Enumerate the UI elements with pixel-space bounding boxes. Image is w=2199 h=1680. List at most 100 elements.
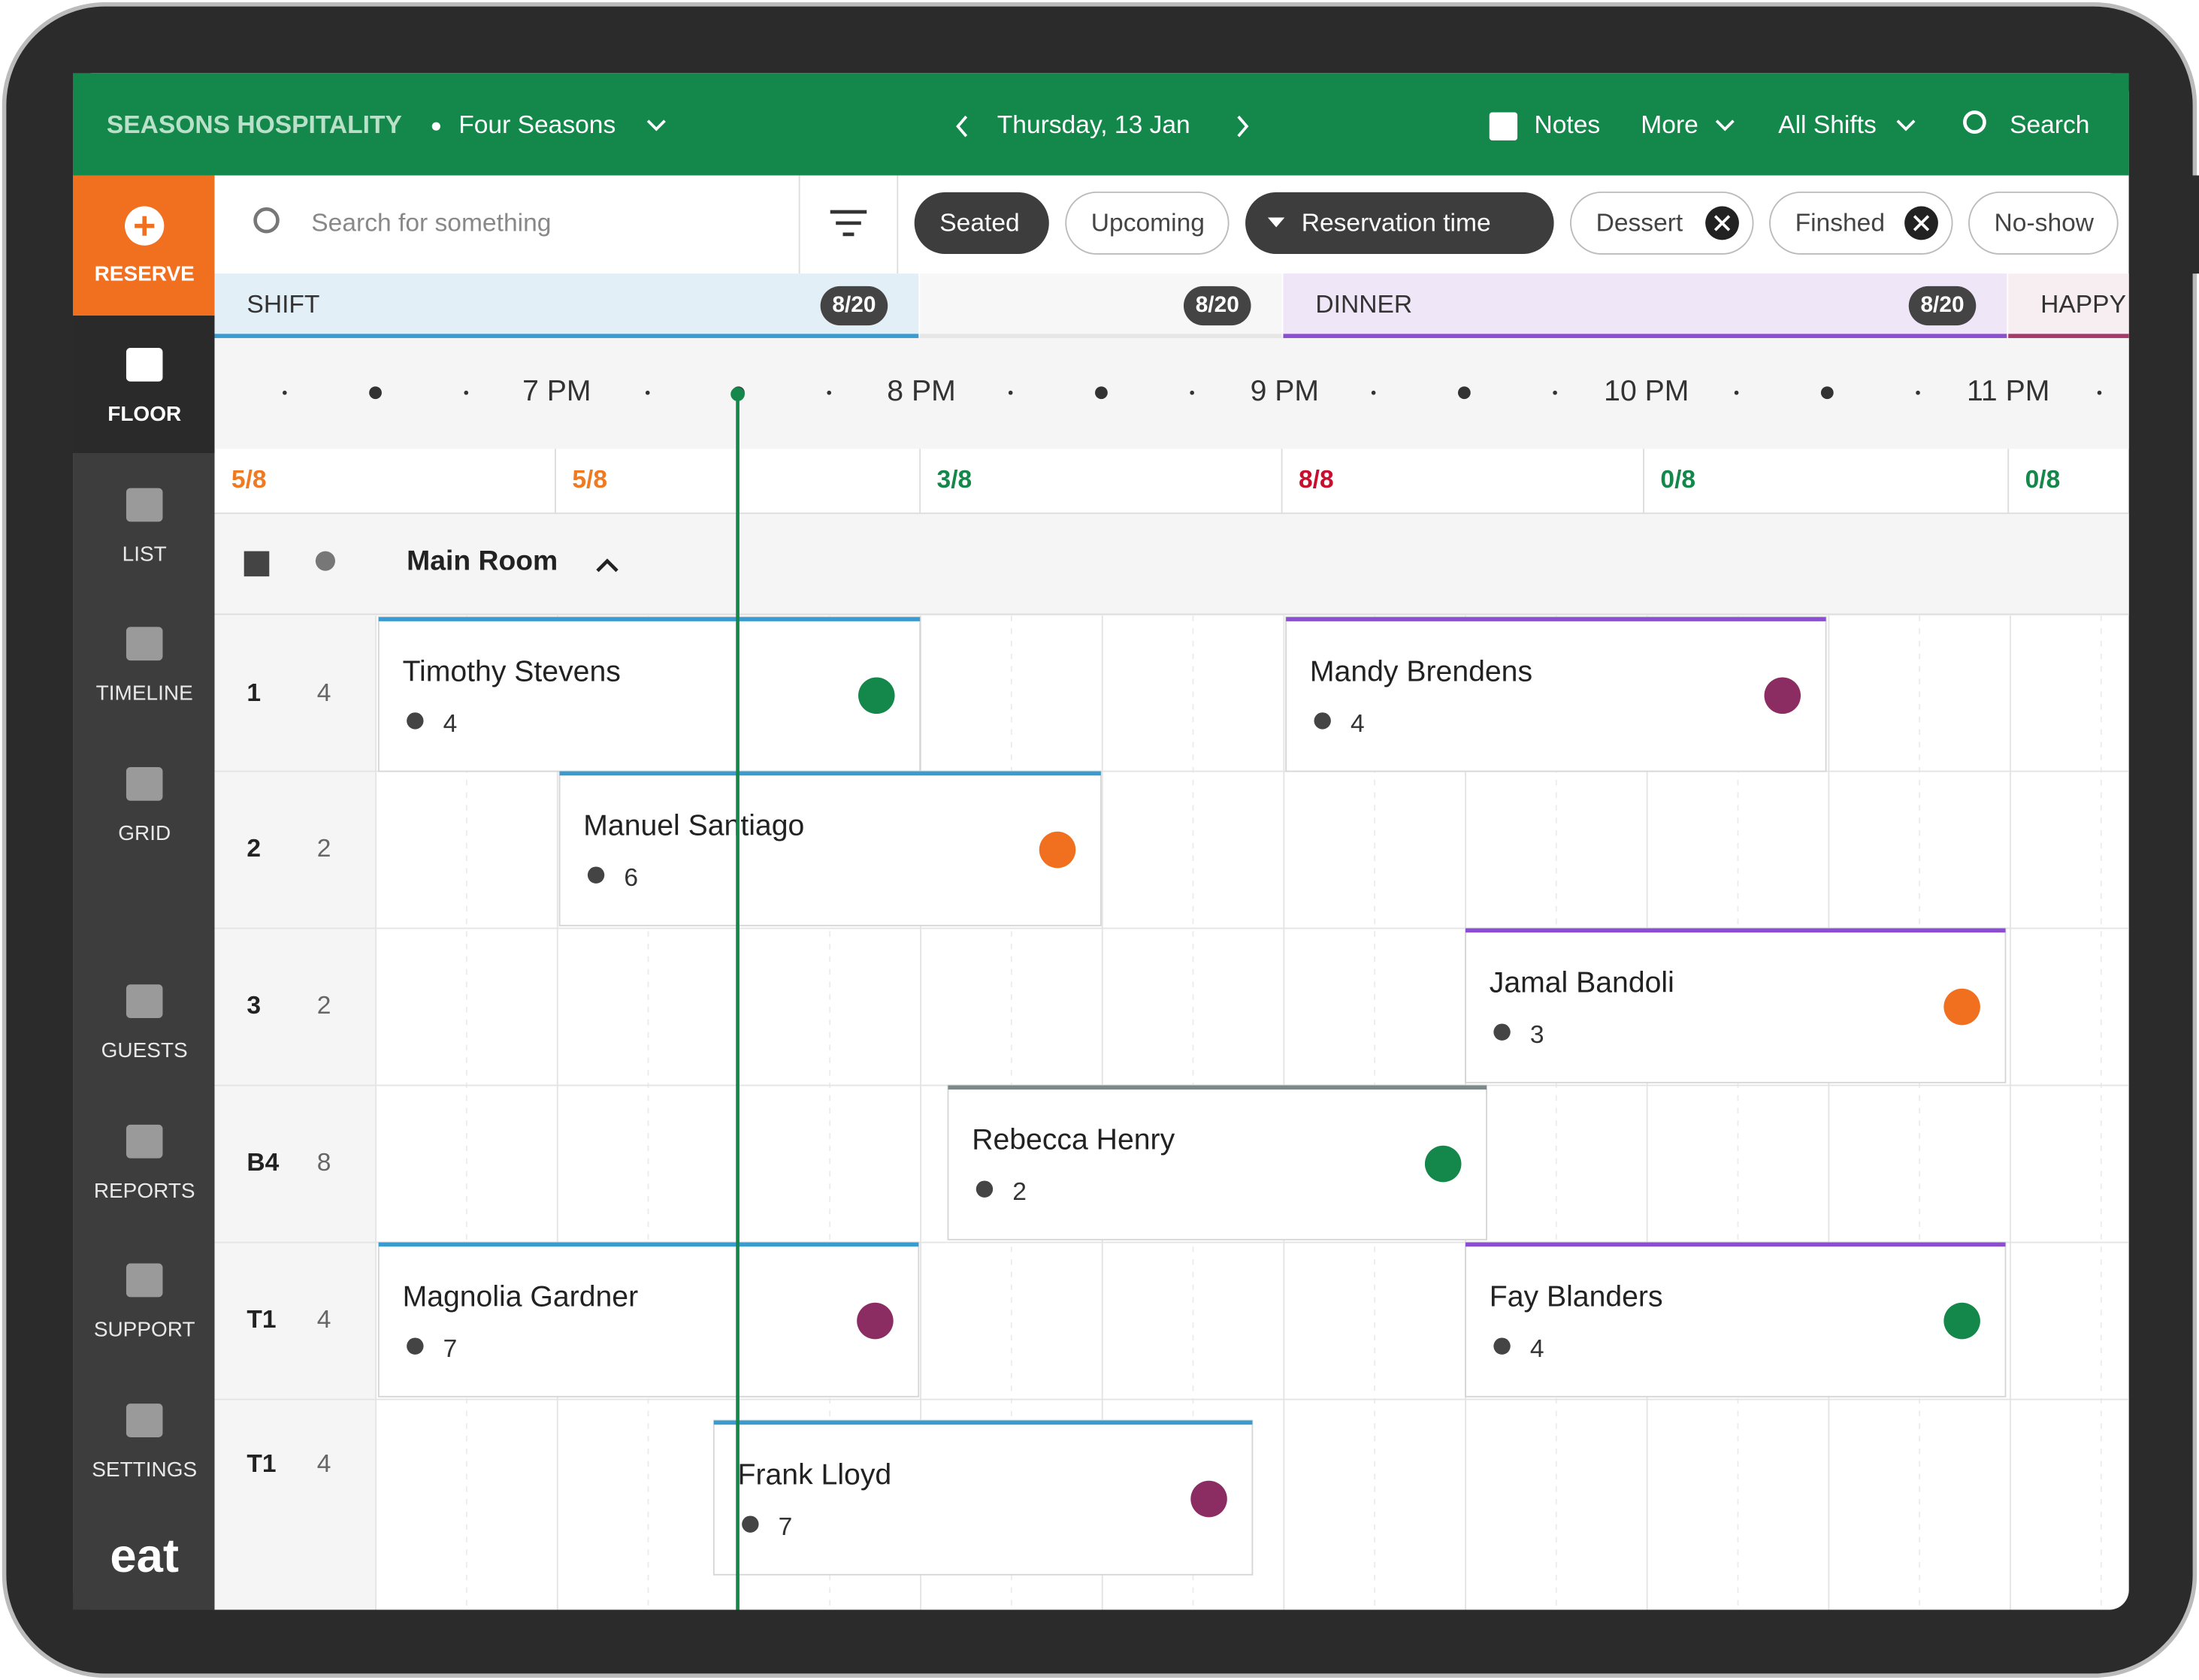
grid-icon (243, 551, 270, 577)
count-badge (1908, 286, 1977, 326)
nav-item[interactable]: GUESTS (101, 1038, 188, 1062)
reservation-card[interactable] (1465, 1241, 2007, 1397)
reservation-card[interactable] (947, 1084, 1487, 1240)
plus (135, 216, 155, 236)
reservation-card[interactable] (558, 770, 1102, 926)
shift-count: 8/20 (1920, 292, 1964, 317)
fade (2128, 175, 2199, 274)
reservation-accent (378, 1242, 919, 1247)
header-action[interactable]: More (1641, 111, 1698, 139)
shift-border (214, 334, 919, 338)
reservation-accent (1465, 1242, 2006, 1247)
time-dot (645, 390, 650, 395)
status-icon (1943, 1302, 1980, 1340)
guest-name: Magnolia Gardner (403, 1281, 639, 1313)
capacity: 0/8 (1660, 466, 1695, 494)
filter-chip[interactable] (1769, 191, 1953, 255)
time-dot (283, 390, 287, 395)
reserve-label[interactable]: RESERVE (95, 261, 195, 285)
capacity: 0/8 (2025, 466, 2061, 494)
capacity: 5/8 (572, 466, 607, 494)
filter-label: Reservation time (1302, 210, 1491, 237)
party-icon (407, 712, 424, 730)
nav-item[interactable]: REPORTS (94, 1179, 195, 1202)
filter-chip[interactable] (914, 192, 1049, 254)
header-action[interactable]: Notes (1534, 111, 1600, 139)
party-icon (1314, 712, 1331, 730)
status-icon (1424, 1145, 1462, 1183)
capacity: 3/8 (937, 466, 972, 494)
reservation-card[interactable] (1285, 616, 1827, 772)
guests-icon (315, 551, 335, 571)
nav-item[interactable]: GRID (118, 821, 171, 845)
time-label: 10 PM (1604, 375, 1689, 407)
nav-item[interactable]: LIST (123, 542, 167, 566)
guest-name: Mandy Brendens (1310, 655, 1532, 687)
party-size: 7 (779, 1513, 793, 1541)
x (1714, 215, 1731, 231)
collapse[interactable] (596, 558, 619, 573)
nav-item[interactable]: FLOOR (107, 402, 181, 425)
status-icon (1943, 988, 1980, 1026)
nav-icon (126, 1404, 163, 1437)
time-dot (1553, 390, 1557, 395)
table-name: 3 (247, 992, 261, 1020)
now-dot (730, 387, 745, 401)
nav-icon (126, 627, 163, 661)
shift-band (2008, 273, 2129, 337)
nav-item[interactable]: SETTINGS (92, 1458, 197, 1481)
count-badge (820, 286, 888, 326)
guest-name: Timothy Stevens (403, 655, 621, 687)
time-dot (1457, 386, 1471, 400)
shift-name: HAPPY (2040, 291, 2126, 319)
shift-band (214, 273, 919, 337)
filter-icon (830, 210, 867, 237)
nav-icon (126, 1263, 163, 1298)
table-name: 1 (247, 679, 261, 707)
table-name: T1 (247, 1450, 276, 1478)
time-label: 9 PM (1251, 375, 1319, 407)
time-dot (369, 386, 382, 400)
table-seats: 4 (317, 679, 331, 707)
shift-count: 8/20 (1196, 292, 1239, 317)
room-name: Main Room (407, 544, 558, 576)
shift-border (2008, 334, 2129, 338)
filter-chip[interactable] (1065, 191, 1230, 255)
party-icon (975, 1180, 994, 1198)
reservation-accent (713, 1420, 1253, 1425)
filter-chip[interactable] (1968, 191, 2119, 255)
reservation-card[interactable] (1465, 927, 2007, 1083)
nav-item[interactable]: TIMELINE (96, 681, 193, 704)
time-label: 11 PM (1967, 375, 2049, 407)
next[interactable] (1237, 115, 1249, 137)
header-action[interactable]: All Shifts (1778, 111, 1877, 139)
party-icon (742, 1515, 759, 1533)
shift-border (920, 334, 1282, 338)
reservation-card[interactable] (377, 616, 921, 772)
nav-icon (126, 1124, 163, 1159)
chevron (1896, 119, 1916, 131)
reservation-card[interactable] (377, 1241, 920, 1397)
search-input[interactable]: Search for something (311, 210, 551, 237)
prev[interactable] (956, 115, 968, 137)
filter-chip[interactable] (1570, 191, 1754, 255)
filter-label: No-show (1995, 210, 2095, 237)
venue[interactable]: Four Seasons (458, 111, 616, 139)
filter-label: Seated (939, 210, 1019, 237)
time-dot (1008, 390, 1013, 395)
reservation-accent (1286, 617, 1826, 621)
party-icon (1493, 1023, 1511, 1041)
guest-name: Fay Blanders (1490, 1281, 1663, 1313)
reservation-accent (1465, 928, 2006, 933)
reservation-card[interactable] (712, 1419, 1254, 1576)
filter-label: Finshed (1795, 210, 1885, 237)
nav-item[interactable]: SUPPORT (94, 1318, 195, 1341)
table-seats: 2 (317, 992, 331, 1020)
header-action[interactable]: Search (2010, 111, 2089, 139)
time-dot (464, 390, 469, 395)
filter-chip[interactable] (1245, 192, 1554, 254)
search-icon (253, 207, 280, 234)
party-icon (587, 866, 605, 884)
